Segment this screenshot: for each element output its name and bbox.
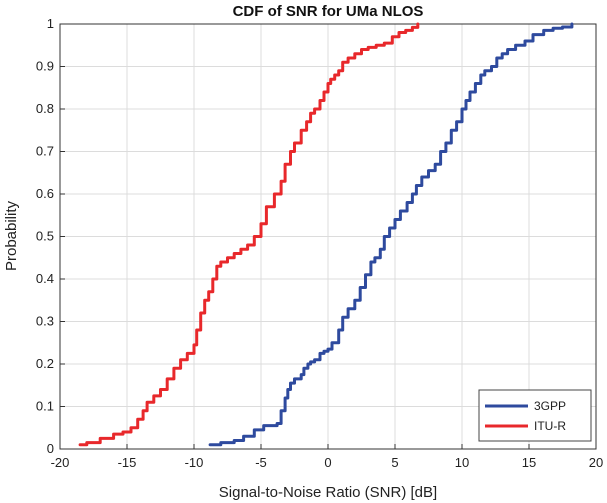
y-tick-label: 0: [47, 441, 54, 456]
x-tick-label: -15: [118, 455, 137, 470]
x-tick-label: 15: [522, 455, 536, 470]
legend-label-3gpp: 3GPP: [534, 399, 566, 413]
x-tick-label: 0: [324, 455, 331, 470]
y-tick-label: 0.5: [36, 229, 54, 244]
series-line-itu-r: [78, 22, 420, 447]
y-tick-label: 0.9: [36, 59, 54, 74]
y-axis-label: Probability: [3, 200, 20, 271]
y-tick-label: 0.3: [36, 314, 54, 329]
y-tick-label: 0.1: [36, 399, 54, 414]
x-tick-label: 20: [589, 455, 603, 470]
x-tick-label: -5: [255, 455, 267, 470]
series-line-3gpp: [208, 22, 574, 447]
chart-title: CDF of SNR for UMa NLOS: [233, 3, 424, 20]
x-tick-label: -10: [185, 455, 204, 470]
x-tick-label: -20: [51, 455, 70, 470]
y-tick-label: 1: [47, 16, 54, 31]
y-axis: 0 0.1 0.2 0.3 0.4 0.5 0.6 0.7 0.8 0.9 1: [36, 16, 65, 456]
legend-label-itu-r: ITU-R: [534, 419, 566, 433]
x-axis: -20 -15 -10 -5 0 5 10 15 20: [51, 444, 603, 470]
y-tick-label: 0.6: [36, 186, 54, 201]
x-tick-label: 5: [391, 455, 398, 470]
y-tick-label: 0.2: [36, 356, 54, 371]
legend-box: [478, 389, 592, 442]
y-tick-label: 0.8: [36, 101, 54, 116]
x-axis-label: Signal-to-Noise Ratio (SNR) [dB]: [219, 484, 437, 501]
y-tick-label: 0.4: [36, 271, 54, 286]
x-tick-label: 10: [455, 455, 469, 470]
y-tick-label: 0.7: [36, 144, 54, 159]
legend: 3GPP ITU-R: [478, 389, 592, 442]
grid: [59, 23, 597, 450]
series-lines: [78, 22, 574, 447]
